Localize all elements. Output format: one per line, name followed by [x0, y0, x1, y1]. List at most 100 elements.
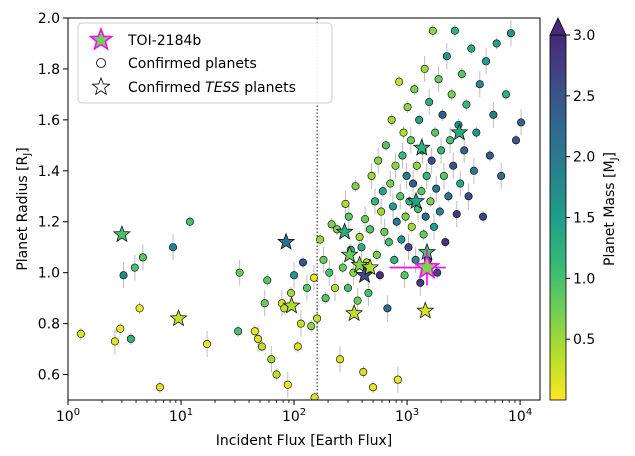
planet-point [397, 235, 406, 244]
planet-point [475, 80, 484, 89]
planet-point [450, 26, 459, 35]
planet-point [426, 197, 435, 206]
y-tick-label: 2.0 [38, 11, 60, 27]
planet-point [386, 179, 395, 188]
planet-point [370, 197, 379, 206]
planet-point [364, 289, 373, 298]
legend-star-icon [91, 76, 111, 96]
x-tick-label: 102 [282, 407, 306, 425]
planet-point [234, 327, 243, 336]
planet-point [309, 273, 318, 282]
planet-point [235, 268, 244, 277]
planet-point [374, 156, 383, 165]
planet-point [369, 383, 378, 392]
planet-point [155, 383, 164, 392]
planet-point [501, 90, 510, 99]
planet-point [76, 329, 85, 338]
planet-point [517, 118, 526, 127]
planet-point [257, 342, 266, 351]
legend: TOI-2184b Confirmed planets Confirmed TE… [77, 22, 333, 104]
target-planet-layer [389, 249, 446, 286]
planet-point [446, 136, 455, 145]
planet-point [351, 182, 360, 191]
planet-point [387, 115, 396, 124]
planet-point [338, 263, 347, 272]
planet-point [422, 171, 431, 180]
plot-frame [67, 17, 541, 401]
tess-planet-star [450, 123, 469, 141]
legend-target-star-icon [88, 26, 114, 51]
planet-point [380, 227, 389, 236]
planet-point [432, 184, 441, 193]
planet-point [283, 380, 292, 389]
planet-point [316, 235, 325, 244]
planet-point [506, 29, 515, 38]
tess-planet-star [412, 138, 431, 156]
legend-label-confirmed: Confirmed planets [128, 56, 257, 72]
y-axis-ticks: 0.6 0.8 1.0 1.2 1.4 1.6 1.8 2.0 [38, 11, 68, 384]
planet-point [310, 393, 319, 400]
planet-point [428, 26, 437, 35]
x-tick-label: 103 [395, 407, 419, 425]
planet-point [402, 171, 411, 180]
planet-point [472, 128, 481, 137]
planet-point [421, 212, 430, 221]
planet-point [409, 179, 418, 188]
tess-planet-star [282, 296, 301, 314]
planet-point [307, 322, 316, 331]
planet-point [384, 238, 393, 247]
planet-point [393, 375, 402, 384]
colorbar-gradient [549, 34, 567, 401]
planet-point [412, 161, 421, 170]
y-tick-label: 1.6 [38, 113, 60, 129]
confirmed-planet-points [76, 26, 526, 400]
planet-point [431, 128, 440, 137]
planet-point [372, 250, 381, 259]
colorbar-ticks: 0.5 1.0 1.5 2.0 2.5 3.0 [566, 28, 595, 348]
planet-point [254, 334, 263, 343]
planet-point [378, 187, 387, 196]
x-axis-ticks: 100 101 102 103 104 [56, 400, 532, 425]
planet-point [126, 334, 135, 343]
planet-point [395, 77, 404, 86]
planet-point [497, 171, 506, 180]
y-tick-label: 1.8 [38, 62, 60, 78]
planet-point [429, 222, 438, 231]
planet-point [456, 179, 465, 188]
planet-point [321, 294, 330, 303]
planet-point [290, 271, 299, 280]
planet-point [512, 136, 521, 145]
planet-point [452, 210, 461, 219]
planet-point [420, 64, 429, 73]
planet-point [335, 355, 344, 364]
planet-point [407, 222, 416, 231]
y-tick-label: 1.2 [38, 215, 60, 231]
colorbar-tick-label: 3.0 [573, 28, 595, 44]
planet-point [260, 299, 269, 308]
legend-label-target: TOI-2184b [127, 33, 201, 49]
planet-point [434, 75, 443, 84]
planet-point [400, 271, 409, 280]
planet-point [464, 192, 473, 201]
planet-point [439, 171, 448, 180]
planet-point [366, 225, 375, 234]
planet-point [416, 278, 425, 287]
planet-point [377, 207, 386, 216]
planet-point [341, 199, 350, 208]
planet-point [135, 304, 144, 313]
planet-point [359, 367, 368, 376]
planet-point [438, 110, 447, 119]
colorbar: 0.5 1.0 1.5 2.0 2.5 3.0 Planet Mass [MJ] [549, 17, 620, 401]
planet-point [417, 187, 426, 196]
tess-planet-star [360, 258, 380, 276]
x-tick-label: 101 [169, 407, 193, 425]
planet-point [296, 319, 305, 328]
planet-point [357, 243, 366, 252]
x-axis-label: Incident Flux [Earth Flux] [216, 433, 392, 449]
colorbar-tick-label: 2.5 [573, 89, 595, 105]
planet-point [441, 238, 450, 247]
planet-point [130, 263, 139, 272]
planet-point [355, 233, 364, 242]
colorbar-tick-label: 0.5 [573, 332, 595, 348]
tess-planet-star [406, 191, 426, 210]
